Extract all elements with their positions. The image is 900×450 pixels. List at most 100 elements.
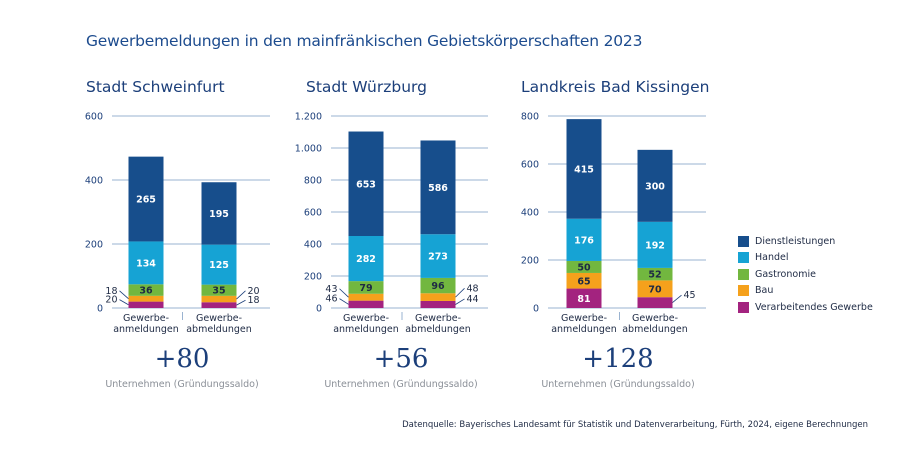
bar-segment-verarbeitendes-gewerbe: [637, 297, 673, 308]
legend-label: Gastronomie: [755, 268, 816, 280]
y-tick-label: 0: [533, 304, 539, 315]
data-label: 265: [136, 195, 156, 206]
x-category-label: anmeldungen: [551, 324, 617, 335]
legend-swatch: [738, 301, 749, 313]
saldo-schweinfurt: +80: [154, 344, 210, 374]
saldo-caption-schweinfurt: Unternehmen (Gründungssaldo): [105, 379, 259, 390]
x-category-label: anmeldungen: [113, 324, 179, 335]
bar-segment-bau: [201, 295, 237, 303]
bar-segment-bau: [128, 295, 164, 302]
bar-segment-gastronomie: [420, 277, 456, 294]
y-tick-label: 600: [521, 160, 539, 171]
panel-title-wuerzburg: Stadt Würzburg: [306, 78, 427, 96]
data-label: 70: [648, 284, 662, 295]
data-label: 176: [574, 235, 594, 246]
legend: Dienstleistungen Handel Gastronomie Bau …: [738, 233, 873, 316]
legend-swatch: [738, 235, 749, 247]
data-label: 300: [645, 181, 665, 192]
bar-segment-dienstleistungen: [128, 156, 164, 242]
bar-segment-bau: [420, 293, 456, 301]
y-tick-label: 1.200: [295, 112, 322, 123]
bar-segment-gastronomie: [348, 281, 384, 294]
data-label: 18: [248, 295, 260, 306]
panel-title-schweinfurt: Stadt Schweinfurt: [86, 78, 225, 96]
legend-item-dienstleistungen: Dienstleistungen: [738, 233, 873, 250]
legend-label: Handel: [755, 252, 789, 264]
data-label: 282: [356, 254, 376, 265]
data-label: 96: [431, 281, 445, 292]
source-note: Datenquelle: Bayerisches Landesamt für S…: [402, 420, 868, 430]
x-category-label: abmeldungen: [622, 324, 688, 335]
bar-segment-bau: [348, 293, 384, 301]
bar-segment-gastronomie: [637, 267, 673, 281]
legend-swatch: [738, 252, 749, 264]
x-category-label: anmeldungen: [333, 324, 399, 335]
leader-line: [455, 287, 465, 298]
leader-line: [119, 299, 129, 306]
legend-label: Dienstleistungen: [755, 235, 836, 247]
data-label: 192: [645, 240, 665, 251]
bar-segment-dienstleistungen: [420, 140, 456, 235]
y-tick-label: 600: [304, 208, 322, 219]
saldo-caption-wuerzburg: Unternehmen (Gründungssaldo): [324, 379, 478, 390]
x-category-label: abmeldungen: [186, 324, 252, 335]
legend-item-verarbeitendes-gewerbe: Verarbeitendes Gewerbe: [738, 299, 873, 316]
y-tick-label: 400: [85, 176, 103, 187]
leader-line: [339, 288, 349, 298]
main-title: Gewerbemeldungen in den mainfränkischen …: [86, 32, 643, 50]
panel-title-bad-kissingen: Landkreis Bad Kissingen: [521, 78, 710, 96]
x-category-label: Gewerbe-: [343, 313, 389, 324]
data-label: 125: [209, 260, 229, 271]
data-label: 48: [467, 283, 479, 294]
y-tick-label: 400: [521, 208, 539, 219]
leader-line: [236, 299, 246, 306]
y-tick-label: 1.000: [295, 144, 322, 155]
bar-segment-gastronomie: [128, 284, 164, 296]
leader-line: [236, 290, 246, 300]
y-tick-label: 200: [85, 240, 103, 251]
leader-line: [672, 294, 682, 303]
data-label: 653: [356, 179, 376, 190]
y-tick-label: 800: [304, 176, 322, 187]
bar-segment-handel: [348, 236, 384, 282]
x-category-label: Gewerbe-: [415, 313, 461, 324]
data-label: 415: [574, 164, 594, 175]
bar-segment-dienstleistungen: [201, 182, 237, 245]
data-label: 134: [136, 258, 156, 269]
bar-segment-handel: [201, 244, 237, 285]
legend-label: Verarbeitendes Gewerbe: [755, 301, 873, 313]
saldo-bad-kissingen: +128: [582, 344, 654, 374]
bar-segment-dienstleistungen: [348, 131, 384, 236]
bar-segment-dienstleistungen: [637, 149, 673, 222]
data-label: 50: [577, 262, 591, 273]
saldo-caption-bad-kissingen: Unternehmen (Gründungssaldo): [541, 379, 695, 390]
data-label: 46: [325, 294, 337, 305]
data-label: 65: [577, 276, 590, 287]
legend-item-handel: Handel: [738, 250, 873, 267]
bar-segment-bau: [566, 272, 602, 289]
bar-segment-bau: [637, 280, 673, 298]
legend-swatch: [738, 285, 749, 297]
y-tick-label: 400: [304, 240, 322, 251]
bar-segment-verarbeitendes-gewerbe: [201, 302, 237, 308]
x-category-label: Gewerbe-: [196, 313, 242, 324]
bar-segment-handel: [128, 241, 164, 285]
data-label: 586: [428, 183, 448, 194]
data-label: 20: [105, 295, 117, 306]
legend-item-bau: Bau: [738, 283, 873, 300]
data-label: 18: [105, 286, 117, 297]
leader-line: [339, 298, 349, 305]
y-tick-label: 200: [521, 256, 539, 267]
y-tick-label: 0: [316, 304, 322, 315]
legend-item-gastronomie: Gastronomie: [738, 266, 873, 283]
bar-segment-handel: [637, 221, 673, 268]
y-tick-label: 800: [521, 112, 539, 123]
x-category-label: Gewerbe-: [632, 313, 678, 324]
leader-line: [119, 290, 129, 300]
bar-segment-verarbeitendes-gewerbe: [128, 301, 164, 308]
data-label: 35: [212, 286, 225, 297]
data-label: 79: [359, 283, 372, 294]
data-label: 43: [325, 284, 337, 295]
data-label: 45: [684, 290, 696, 301]
saldo-wuerzburg: +56: [373, 344, 429, 374]
